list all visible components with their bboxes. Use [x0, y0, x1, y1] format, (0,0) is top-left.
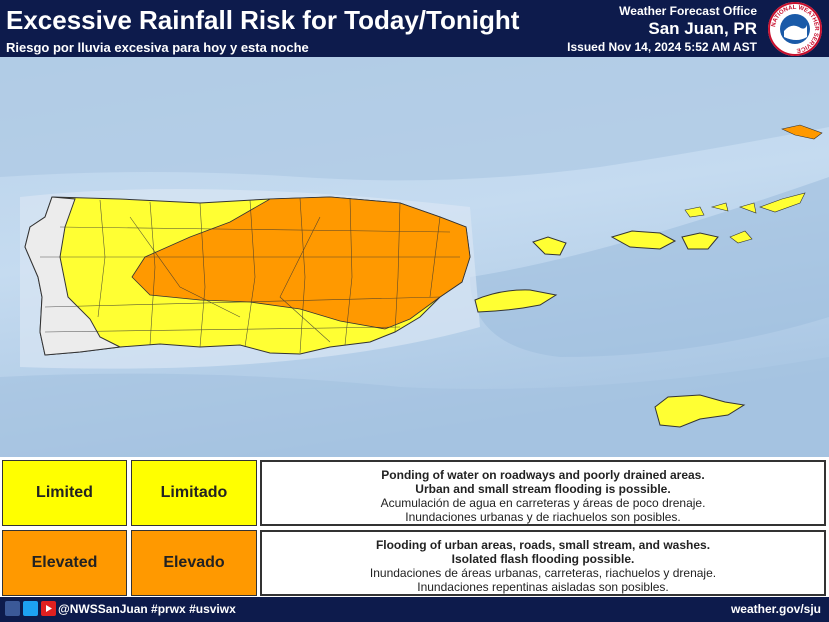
description-bold: Ponding of water on roadways and poorly …	[381, 468, 705, 482]
social-icons	[5, 601, 56, 616]
description-bold: Urban and small stream flooding is possi…	[415, 482, 671, 496]
url: weather.gov/sju	[730, 602, 821, 616]
level-es: Elevado	[131, 530, 257, 596]
description-bold: Flooding of urban areas, roads, small st…	[375, 538, 711, 552]
level-en: Limited	[2, 460, 127, 526]
description-es: Inundaciones urbanas y de riachuelos son…	[405, 510, 681, 524]
description-es: Acumulación de agua en carreteras y área…	[380, 496, 706, 510]
description-es: Inundaciones repentinas aisladas son pos…	[417, 580, 669, 594]
map	[0, 57, 829, 457]
social: @NWSSanJuan #prwx #usviwx	[58, 602, 236, 616]
title: Excessive Rainfall Risk for Today/Tonigh…	[6, 5, 520, 35]
office: Weather Forecast Office	[619, 4, 757, 18]
description: Ponding of water on roadways and poorly …	[260, 460, 826, 526]
level-es: Limitado	[131, 460, 257, 526]
footer: @NWSSanJuan #prwx #usviwx weather.gov/sj…	[0, 597, 829, 622]
description-bold: Isolated flash flooding possible.	[451, 552, 635, 566]
level-en: Elevated	[2, 530, 127, 596]
nws-logo: NATIONAL WEATHER SERVICE	[768, 2, 822, 56]
description: Flooding of urban areas, roads, small st…	[260, 530, 826, 596]
subtitle: Riesgo por lluvia excesiva para hoy y es…	[6, 40, 309, 55]
issued: Issued Nov 14, 2024 5:52 AM AST	[567, 40, 757, 54]
location: San Juan, PR	[648, 19, 757, 38]
header: Excessive Rainfall Risk for Today/Tonigh…	[0, 0, 829, 57]
description-es: Inundaciones de áreas urbanas, carretera…	[369, 566, 717, 580]
legend: Limited Limitado Ponding of water on roadw…	[0, 457, 829, 597]
